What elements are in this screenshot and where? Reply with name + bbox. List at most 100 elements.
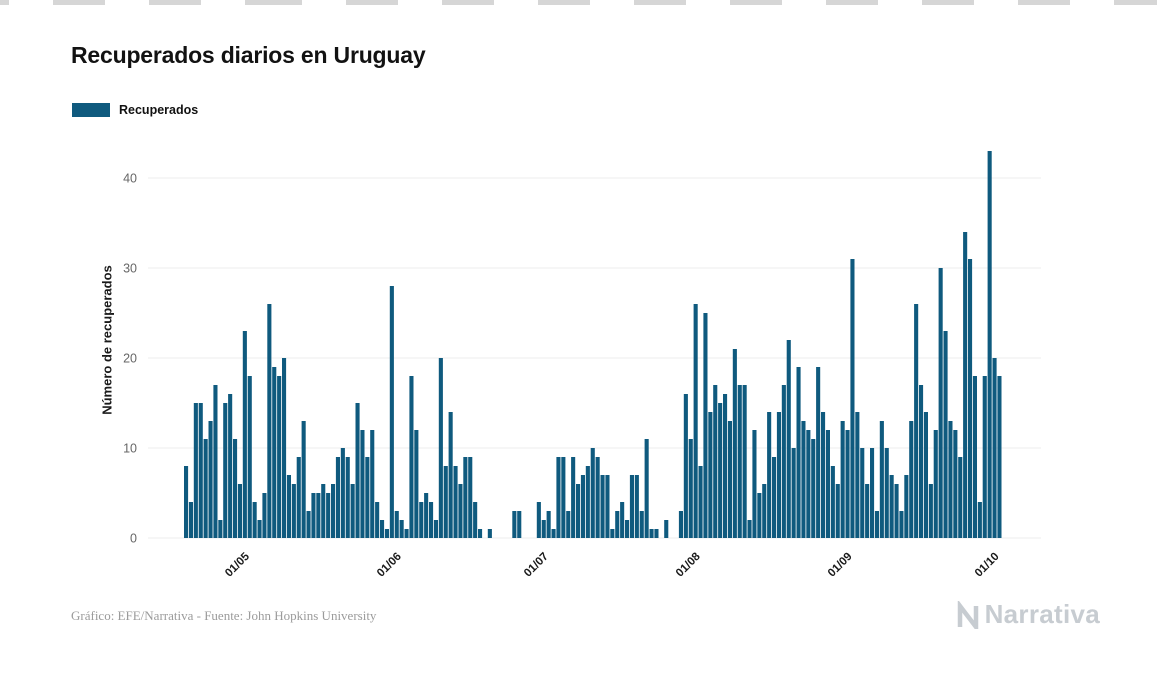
legend-item-recuperados[interactable]: Recuperados <box>72 103 198 117</box>
bar[interactable] <box>605 475 610 538</box>
bar[interactable] <box>894 484 899 538</box>
bar[interactable] <box>762 484 767 538</box>
bar[interactable] <box>884 448 889 538</box>
bar[interactable] <box>561 457 566 538</box>
bar[interactable] <box>923 412 928 538</box>
bar[interactable] <box>938 268 943 538</box>
bar[interactable] <box>899 511 904 538</box>
bar[interactable] <box>193 403 198 538</box>
bar[interactable] <box>889 475 894 538</box>
bar[interactable] <box>634 475 639 538</box>
bar[interactable] <box>257 520 262 538</box>
bar[interactable] <box>409 376 414 538</box>
bar[interactable] <box>355 403 360 538</box>
bar[interactable] <box>321 484 326 538</box>
bar[interactable] <box>708 412 713 538</box>
bar[interactable] <box>639 511 644 538</box>
bar[interactable] <box>850 259 855 538</box>
bar[interactable] <box>233 439 238 538</box>
bar[interactable] <box>825 430 830 538</box>
bar[interactable] <box>331 484 336 538</box>
bar[interactable] <box>860 448 865 538</box>
bar[interactable] <box>732 349 737 538</box>
bar[interactable] <box>958 457 963 538</box>
bar[interactable] <box>835 484 840 538</box>
bar[interactable] <box>678 511 683 538</box>
bar[interactable] <box>203 439 208 538</box>
bar[interactable] <box>296 457 301 538</box>
bar[interactable] <box>536 502 541 538</box>
bar[interactable] <box>801 421 806 538</box>
bar[interactable] <box>424 493 429 538</box>
bar[interactable] <box>943 331 948 538</box>
bar[interactable] <box>433 520 438 538</box>
bar[interactable] <box>737 385 742 538</box>
bar[interactable] <box>301 421 306 538</box>
bar[interactable] <box>247 376 252 538</box>
bar[interactable] <box>781 385 786 538</box>
bar[interactable] <box>443 466 448 538</box>
bar[interactable] <box>590 448 595 538</box>
bar[interactable] <box>272 367 277 538</box>
bar[interactable] <box>948 421 953 538</box>
bar[interactable] <box>997 376 1002 538</box>
bar[interactable] <box>688 439 693 538</box>
bar[interactable] <box>282 358 287 538</box>
bar[interactable] <box>375 502 380 538</box>
bar[interactable] <box>487 529 492 538</box>
bar[interactable] <box>218 520 223 538</box>
bar[interactable] <box>365 457 370 538</box>
bar[interactable] <box>919 385 924 538</box>
bar[interactable] <box>752 430 757 538</box>
bar[interactable] <box>855 412 860 538</box>
bar[interactable] <box>747 520 752 538</box>
bar[interactable] <box>252 502 257 538</box>
bar[interactable] <box>228 394 233 538</box>
bar[interactable] <box>776 412 781 538</box>
bar[interactable] <box>316 493 321 538</box>
bar[interactable] <box>757 493 762 538</box>
bar[interactable] <box>473 502 478 538</box>
bar[interactable] <box>845 430 850 538</box>
bar[interactable] <box>380 520 385 538</box>
bar[interactable] <box>796 367 801 538</box>
bar[interactable] <box>556 457 561 538</box>
bar[interactable] <box>933 430 938 538</box>
bar[interactable] <box>360 430 365 538</box>
bar[interactable] <box>840 421 845 538</box>
bar[interactable] <box>453 466 458 538</box>
bar[interactable] <box>727 421 732 538</box>
bar[interactable] <box>277 376 282 538</box>
bar[interactable] <box>698 466 703 538</box>
bar[interactable] <box>571 457 576 538</box>
bar[interactable] <box>914 304 919 538</box>
bar[interactable] <box>963 232 968 538</box>
bar[interactable] <box>468 457 473 538</box>
bar[interactable] <box>414 430 419 538</box>
bar[interactable] <box>664 520 669 538</box>
bar[interactable] <box>551 529 556 538</box>
bar[interactable] <box>595 457 600 538</box>
bar[interactable] <box>649 529 654 538</box>
bar[interactable] <box>478 529 483 538</box>
bar[interactable] <box>620 502 625 538</box>
bar[interactable] <box>870 448 875 538</box>
bar[interactable] <box>262 493 267 538</box>
bar[interactable] <box>340 448 345 538</box>
bar[interactable] <box>816 367 821 538</box>
bar[interactable] <box>987 151 992 538</box>
bar[interactable] <box>968 259 973 538</box>
bar[interactable] <box>742 385 747 538</box>
bar[interactable] <box>625 520 630 538</box>
bar[interactable] <box>384 529 389 538</box>
bar[interactable] <box>806 430 811 538</box>
bar[interactable] <box>404 529 409 538</box>
bar[interactable] <box>326 493 331 538</box>
bar[interactable] <box>306 511 311 538</box>
bar[interactable] <box>213 385 218 538</box>
bar[interactable] <box>786 340 791 538</box>
bar[interactable] <box>350 484 355 538</box>
bar[interactable] <box>237 484 242 538</box>
bar[interactable] <box>683 394 688 538</box>
bar[interactable] <box>830 466 835 538</box>
